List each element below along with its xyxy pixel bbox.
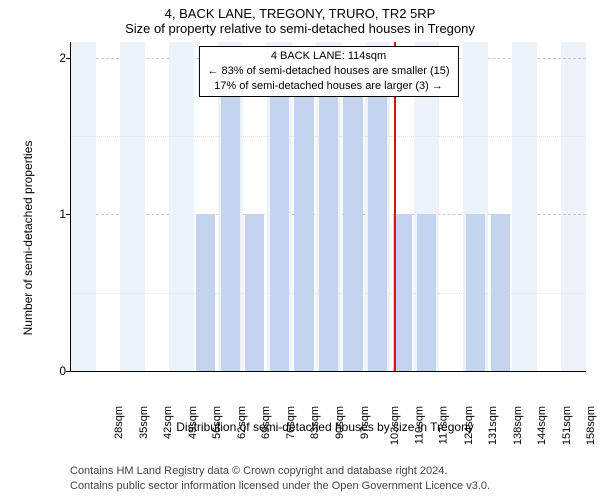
bar bbox=[221, 58, 240, 371]
x-tick-label: 151sqm bbox=[561, 406, 573, 445]
y-tick-label: 1 bbox=[52, 207, 66, 221]
chart-container: Number of semi-detached properties 4 BAC… bbox=[34, 42, 590, 434]
y-tick-label: 0 bbox=[52, 364, 66, 378]
y-axis-label: Number of semi-detached properties bbox=[21, 141, 35, 336]
bar bbox=[417, 214, 436, 371]
bg-stripe bbox=[169, 42, 194, 371]
bg-stripe bbox=[512, 42, 537, 371]
bg-stripe bbox=[120, 42, 145, 371]
bar bbox=[491, 214, 510, 371]
y-tick-mark bbox=[66, 58, 70, 59]
x-tick-label: 103sqm bbox=[389, 406, 401, 445]
x-tick-label: 97sqm bbox=[359, 406, 371, 439]
x-tick-label: 124sqm bbox=[463, 406, 475, 445]
y-tick-label: 2 bbox=[52, 51, 66, 65]
x-tick-label: 110sqm bbox=[413, 406, 425, 444]
info-line-2: ← 83% of semi-detached houses are smalle… bbox=[207, 64, 449, 79]
x-tick-label: 49sqm bbox=[187, 406, 199, 439]
x-tick-label: 117sqm bbox=[437, 406, 449, 444]
footer-line-1: Contains HM Land Registry data © Crown c… bbox=[70, 464, 490, 479]
x-tick-label: 83sqm bbox=[309, 406, 321, 439]
bg-stripe bbox=[71, 42, 96, 371]
footer-attribution: Contains HM Land Registry data © Crown c… bbox=[70, 464, 490, 494]
x-tick-label: 158sqm bbox=[585, 406, 597, 445]
x-tick-label: 144sqm bbox=[536, 406, 548, 445]
x-tick-label: 131sqm bbox=[487, 406, 499, 445]
bar bbox=[368, 58, 387, 371]
bar bbox=[245, 214, 264, 371]
x-tick-label: 42sqm bbox=[162, 406, 174, 439]
x-tick-label: 56sqm bbox=[211, 406, 223, 439]
y-tick-mark bbox=[66, 214, 70, 215]
bar bbox=[343, 58, 362, 371]
footer-line-2: Contains public sector information licen… bbox=[70, 479, 490, 494]
x-tick-label: 69sqm bbox=[260, 406, 272, 439]
x-tick-label: 138sqm bbox=[512, 406, 524, 445]
x-tick-label: 35sqm bbox=[138, 406, 150, 439]
bar bbox=[196, 214, 215, 371]
info-line-1: 4 BACK LANE: 114sqm bbox=[207, 49, 449, 64]
x-tick-label: 90sqm bbox=[334, 406, 346, 439]
chart-title-main: 4, BACK LANE, TREGONY, TRURO, TR2 5RP bbox=[0, 0, 600, 21]
bar bbox=[319, 58, 338, 371]
x-tick-label: 62sqm bbox=[236, 406, 248, 439]
y-tick-mark bbox=[66, 371, 70, 372]
bg-stripe bbox=[561, 42, 586, 371]
info-box: 4 BACK LANE: 114sqm ← 83% of semi-detach… bbox=[198, 46, 458, 97]
bar bbox=[466, 214, 485, 371]
plot-area: 4 BACK LANE: 114sqm ← 83% of semi-detach… bbox=[70, 42, 586, 372]
x-tick-label: 28sqm bbox=[113, 406, 125, 439]
bar bbox=[270, 58, 289, 371]
info-line-3: 17% of semi-detached houses are larger (… bbox=[207, 79, 449, 94]
chart-title-sub: Size of property relative to semi-detach… bbox=[0, 21, 600, 40]
bar bbox=[294, 58, 313, 371]
x-tick-label: 76sqm bbox=[285, 406, 297, 439]
